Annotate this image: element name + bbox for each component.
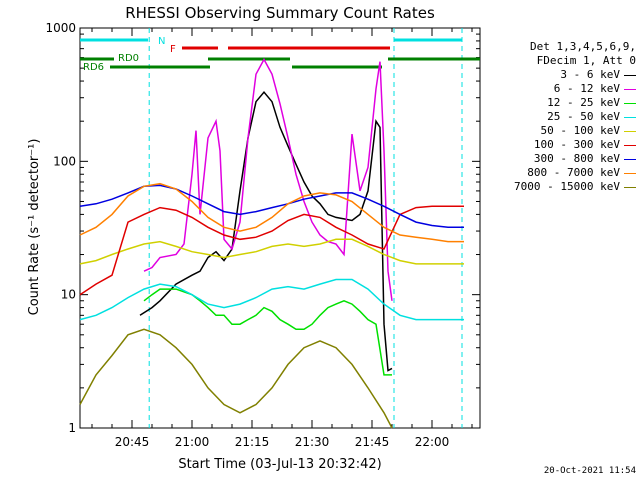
x-tick-label: 20:45 (115, 435, 150, 449)
legend-entry-label: 6 - 12 keV (553, 82, 620, 95)
x-tick-label: 21:15 (235, 435, 270, 449)
x-tick-label: 21:00 (175, 435, 210, 449)
legend-entry: 12 - 25 keV (488, 96, 636, 110)
series-line-5 (79, 205, 464, 296)
legend: Det 1,3,4,5,6,9, FDecim 1, Att 0 3 - 6 k… (488, 40, 636, 194)
legend-entry-label: 25 - 50 keV (547, 110, 620, 123)
series-line-3 (79, 278, 464, 321)
series-line-2 (143, 288, 392, 376)
legend-swatch (624, 186, 636, 188)
legend-swatch (624, 74, 636, 76)
legend-entry-label: 800 - 7000 keV (527, 166, 620, 179)
legend-entry-label: 50 - 100 keV (540, 124, 620, 137)
plot-frame (79, 27, 481, 429)
legend-swatch (624, 130, 636, 132)
legend-entry-label: 100 - 300 keV (533, 138, 620, 151)
x-tick-label: 21:30 (295, 435, 330, 449)
night-label: N (158, 36, 165, 47)
legend-swatch (624, 144, 636, 146)
legend-swatch (624, 158, 636, 160)
legend-entry: 3 - 6 keV (488, 68, 636, 82)
legend-entry: 50 - 100 keV (488, 124, 636, 138)
legend-entry: 300 - 800 keV (488, 152, 636, 166)
series-line-4 (79, 238, 464, 265)
series-line-0 (139, 91, 393, 372)
legend-entry: 7000 - 15000 keV (488, 180, 636, 194)
rd6-label: RD6 (83, 62, 104, 73)
plot-area: 1 10 100 1000 20:45 21:00 21:15 21:30 21:45 22:00… (45, 21, 481, 449)
legend-swatch (624, 102, 636, 104)
legend-entry: 800 - 7000 keV (488, 166, 636, 180)
y-axis-label: Count Rate (s⁻¹ detector⁻¹) (27, 139, 42, 316)
chart-title: RHESSI Observing Summary Count Rates (125, 4, 435, 22)
y-tick-label: 10 (61, 288, 76, 302)
legend-entry-label: 7000 - 15000 keV (514, 180, 620, 193)
legend-header-line-1: Det 1,3,4,5,6,9, (530, 40, 636, 53)
legend-header-line-2: FDecim 1, Att 0 (536, 54, 636, 67)
flare-label: F (170, 44, 176, 55)
legend-swatch (624, 116, 636, 118)
x-axis-label: Start Time (03-Jul-13 20:32:42) (178, 457, 381, 472)
legend-entry-label: 12 - 25 keV (547, 96, 620, 109)
legend-entry-label: 300 - 800 keV (533, 152, 620, 165)
x-tick-label: 21:45 (355, 435, 390, 449)
legend-entry-label: 3 - 6 keV (560, 68, 620, 81)
legend-entry: 6 - 12 keV (488, 82, 636, 96)
legend-entry: 100 - 300 keV (488, 138, 636, 152)
series-line-6 (79, 184, 464, 229)
legend-swatch (624, 88, 636, 90)
y-tick-label: 100 (53, 154, 76, 168)
series-line-8 (79, 328, 393, 429)
legend-entry: 25 - 50 keV (488, 110, 636, 124)
y-tick-label: 1 (68, 421, 76, 435)
y-tick-label: 1000 (45, 21, 76, 35)
timestamp: 20-Oct-2021 11:54 (543, 466, 636, 476)
rd0-label: RD0 (118, 53, 139, 64)
x-tick-label: 22:00 (415, 435, 450, 449)
legend-swatch (624, 172, 636, 174)
series-line-7 (79, 182, 464, 243)
series-line-1 (143, 57, 393, 301)
